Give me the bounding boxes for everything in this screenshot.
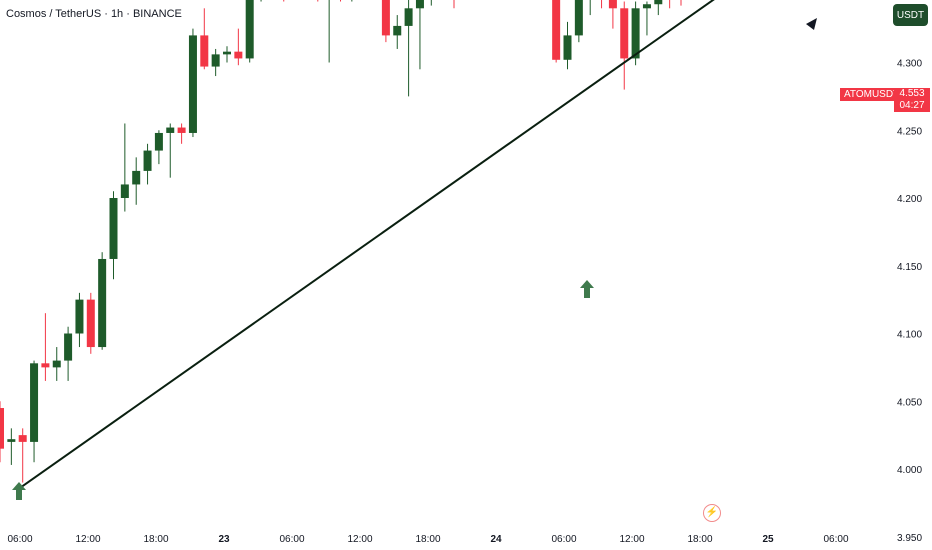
y-tick-label: 4.100 [897, 330, 922, 341]
candle-body [234, 51, 243, 59]
x-tick-label: 18:00 [143, 534, 168, 545]
candles-layer [0, 0, 682, 483]
candle-body [166, 127, 175, 133]
y-tick-label: 4.350 [897, 0, 922, 2]
x-tick-label: 12:00 [619, 534, 644, 545]
candle-body [563, 35, 572, 60]
candle-body [642, 4, 651, 9]
candle-body [631, 8, 640, 59]
bar-countdown: 04:27 [899, 100, 925, 111]
x-tick-label: 06:00 [7, 534, 32, 545]
x-tick-label: 06:00 [823, 534, 848, 545]
y-tick-label: 4.000 [897, 465, 922, 476]
candle-body [415, 0, 424, 9]
x-tick-label: 23 [218, 534, 230, 545]
candle-body [75, 299, 84, 334]
candle-body [18, 435, 27, 442]
candle-body [574, 0, 583, 36]
symbol-title: Cosmos / TetherUS · 1h · BINANCE [6, 8, 182, 20]
x-tick-label: 24 [490, 534, 502, 545]
candle-body [404, 8, 413, 26]
candle-body [245, 0, 254, 59]
candle-body [7, 439, 16, 442]
x-tick-label: 12:00 [75, 534, 100, 545]
candle-body [223, 51, 231, 55]
last-price-value: 4.553 [899, 88, 925, 99]
candle-body [608, 0, 617, 9]
candle-body [52, 360, 61, 368]
candle-body [120, 184, 129, 198]
support-trendline [17, 0, 715, 491]
overlay-layer [12, 0, 817, 500]
last-price-label: 4.553 04:27 [894, 88, 930, 112]
x-tick-label: 12:00 [347, 534, 372, 545]
y-tick-label: 3.950 [897, 533, 922, 544]
candle-body [381, 0, 390, 36]
y-axis: 3.950 4.000 4.050 4.100 4.150 4.200 4.250 4.300… [897, 0, 922, 544]
projection-arrowhead [806, 18, 817, 30]
candle-body [86, 299, 95, 348]
candle-body [177, 127, 186, 133]
y-tick-label: 4.050 [897, 397, 922, 408]
x-tick-label: 25 [762, 534, 774, 545]
candle-body [41, 363, 50, 368]
x-tick-label: 06:00 [279, 534, 304, 545]
up-arrow-marker [580, 280, 594, 298]
up-arrow-marker [12, 482, 26, 500]
candle-body [154, 132, 163, 151]
candle-body [132, 170, 141, 185]
y-tick-label: 4.200 [897, 194, 922, 205]
candle-body [30, 363, 39, 442]
x-tick-label: 06:00 [551, 534, 576, 545]
y-tick-label: 4.300 [897, 59, 922, 70]
y-tick-label: 4.150 [897, 262, 922, 273]
candle-body [552, 0, 561, 60]
candle-body [188, 35, 197, 133]
x-tick-label: 18:00 [415, 534, 440, 545]
candle-body [0, 408, 4, 449]
candle-body [64, 333, 73, 361]
flash-icon[interactable]: ⚡ [703, 504, 721, 522]
candle-body [211, 54, 220, 67]
candle-body [143, 150, 152, 171]
candle-body [393, 25, 402, 36]
currency-button[interactable]: USDT [893, 4, 928, 26]
symbol-price-tag: ATOMUSDT [840, 88, 904, 101]
candle-body [98, 258, 107, 348]
x-axis: 06:00 12:00 18:00 23 06:00 12:00 18:00 24 06:00 1… [7, 534, 848, 545]
y-tick-label: 4.250 [897, 126, 922, 137]
candle-body [200, 35, 209, 67]
candle-body [109, 198, 118, 259]
x-tick-label: 18:00 [687, 534, 712, 545]
candle-body [620, 8, 629, 59]
candle-body [654, 0, 663, 5]
